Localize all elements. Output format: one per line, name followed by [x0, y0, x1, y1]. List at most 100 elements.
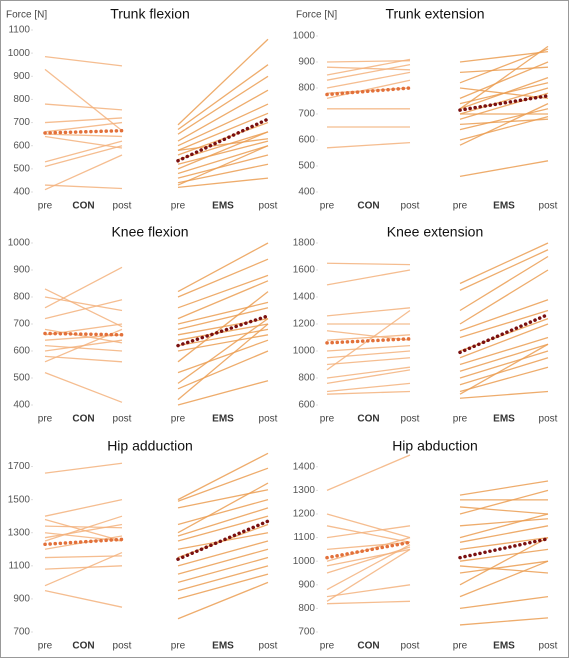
subject-line: [177, 380, 269, 406]
panel-title: Hip abduction: [392, 438, 478, 454]
x-tick-label: pre: [171, 414, 186, 425]
subject-line: [44, 266, 123, 309]
subject-line: [177, 291, 269, 363]
subject-line: [177, 242, 269, 293]
subject-line: [326, 390, 411, 395]
subject-line: [326, 548, 411, 602]
subject-line: [177, 145, 269, 186]
y-tick-label: 1300: [8, 527, 31, 538]
subject-line: [459, 489, 549, 515]
subject-line: [44, 555, 123, 559]
subject-line: [177, 145, 269, 175]
y-tick-label: 900: [13, 71, 30, 82]
group-label: EMS: [212, 641, 234, 652]
mean-line: [176, 314, 270, 348]
subject-line: [326, 584, 411, 598]
subject-line: [44, 55, 123, 67]
subject-line: [177, 467, 269, 502]
y-tick-label: 1400: [293, 461, 316, 472]
subject-line: [44, 535, 123, 550]
group-label: EMS: [212, 201, 234, 212]
subject-line: [44, 525, 123, 529]
x-tick-label: pre: [38, 201, 53, 212]
y-tick-label: 700: [13, 627, 30, 638]
group-label: EMS: [493, 201, 515, 212]
subject-line: [326, 369, 411, 385]
subject-line: [459, 513, 549, 539]
subject-line: [177, 573, 269, 600]
group-label: CON: [357, 414, 379, 425]
subject-line: [459, 255, 549, 312]
x-tick-label: pre: [38, 641, 53, 652]
subject-line: [44, 133, 123, 138]
y-tick-label: 600: [298, 400, 315, 411]
subject-line: [177, 499, 269, 526]
subject-line: [44, 565, 123, 570]
y-tick-label: 700: [13, 319, 30, 330]
subject-line: [459, 343, 549, 395]
subject-line: [44, 323, 123, 336]
y-tick-label: 900: [13, 594, 30, 605]
x-tick-label: pre: [320, 641, 335, 652]
subject-line: [326, 366, 411, 379]
subject-line: [177, 301, 269, 325]
subject-line: [326, 330, 411, 341]
mean-line: [458, 94, 550, 112]
subject-line: [177, 75, 269, 135]
subject-line: [459, 249, 549, 291]
subject-line: [44, 355, 123, 363]
subject-line: [177, 131, 269, 170]
y-tick-label: 900: [298, 57, 315, 68]
subject-line: [326, 382, 411, 393]
y-tick-label: 1800: [293, 238, 316, 249]
subject-line: [44, 288, 123, 328]
subject-line: [459, 518, 549, 527]
subject-line: [177, 581, 269, 620]
mean-line: [325, 540, 412, 560]
panel-title: Trunk flexion: [110, 6, 190, 22]
subject-line: [459, 506, 549, 515]
group-label: EMS: [493, 414, 515, 425]
y-tick-label: 900: [13, 265, 30, 276]
x-tick-label: post: [259, 414, 278, 425]
subject-line: [177, 258, 269, 298]
y-axis-label: Force [N]: [6, 10, 47, 21]
y-tick-label: 900: [298, 579, 315, 590]
subject-line: [44, 518, 123, 542]
y-tick-label: 1600: [293, 265, 316, 276]
subject-line: [177, 334, 269, 352]
mean-line: [325, 337, 412, 345]
x-tick-label: post: [401, 201, 420, 212]
x-tick-label: pre: [38, 414, 53, 425]
subject-line: [177, 507, 269, 537]
subject-line: [459, 269, 549, 325]
subject-line: [44, 140, 123, 163]
y-tick-label: 1500: [8, 494, 31, 505]
y-tick-label: 1300: [293, 485, 316, 496]
y-tick-label: 1100: [293, 532, 315, 543]
subject-line: [44, 103, 123, 111]
subject-line: [177, 452, 269, 501]
x-tick-label: post: [539, 201, 558, 212]
subject-line: [326, 454, 411, 491]
panel-title: Knee extension: [387, 224, 484, 240]
x-tick-label: post: [113, 641, 132, 652]
x-tick-label: post: [113, 201, 132, 212]
y-tick-label: 600: [298, 135, 315, 146]
subject-line: [44, 328, 123, 344]
subject-line: [44, 117, 123, 124]
subject-line: [44, 371, 123, 403]
subject-line: [326, 357, 411, 366]
x-tick-label: pre: [453, 414, 468, 425]
subject-line: [44, 499, 123, 517]
subject-line: [177, 318, 269, 384]
subject-line: [177, 540, 269, 567]
subject-line: [177, 307, 269, 331]
y-tick-label: 1200: [293, 319, 316, 330]
mean-line: [458, 312, 550, 355]
subject-line: [459, 357, 549, 386]
y-tick-label: 800: [13, 292, 30, 303]
subject-line: [326, 513, 411, 539]
subject-line: [177, 565, 269, 592]
